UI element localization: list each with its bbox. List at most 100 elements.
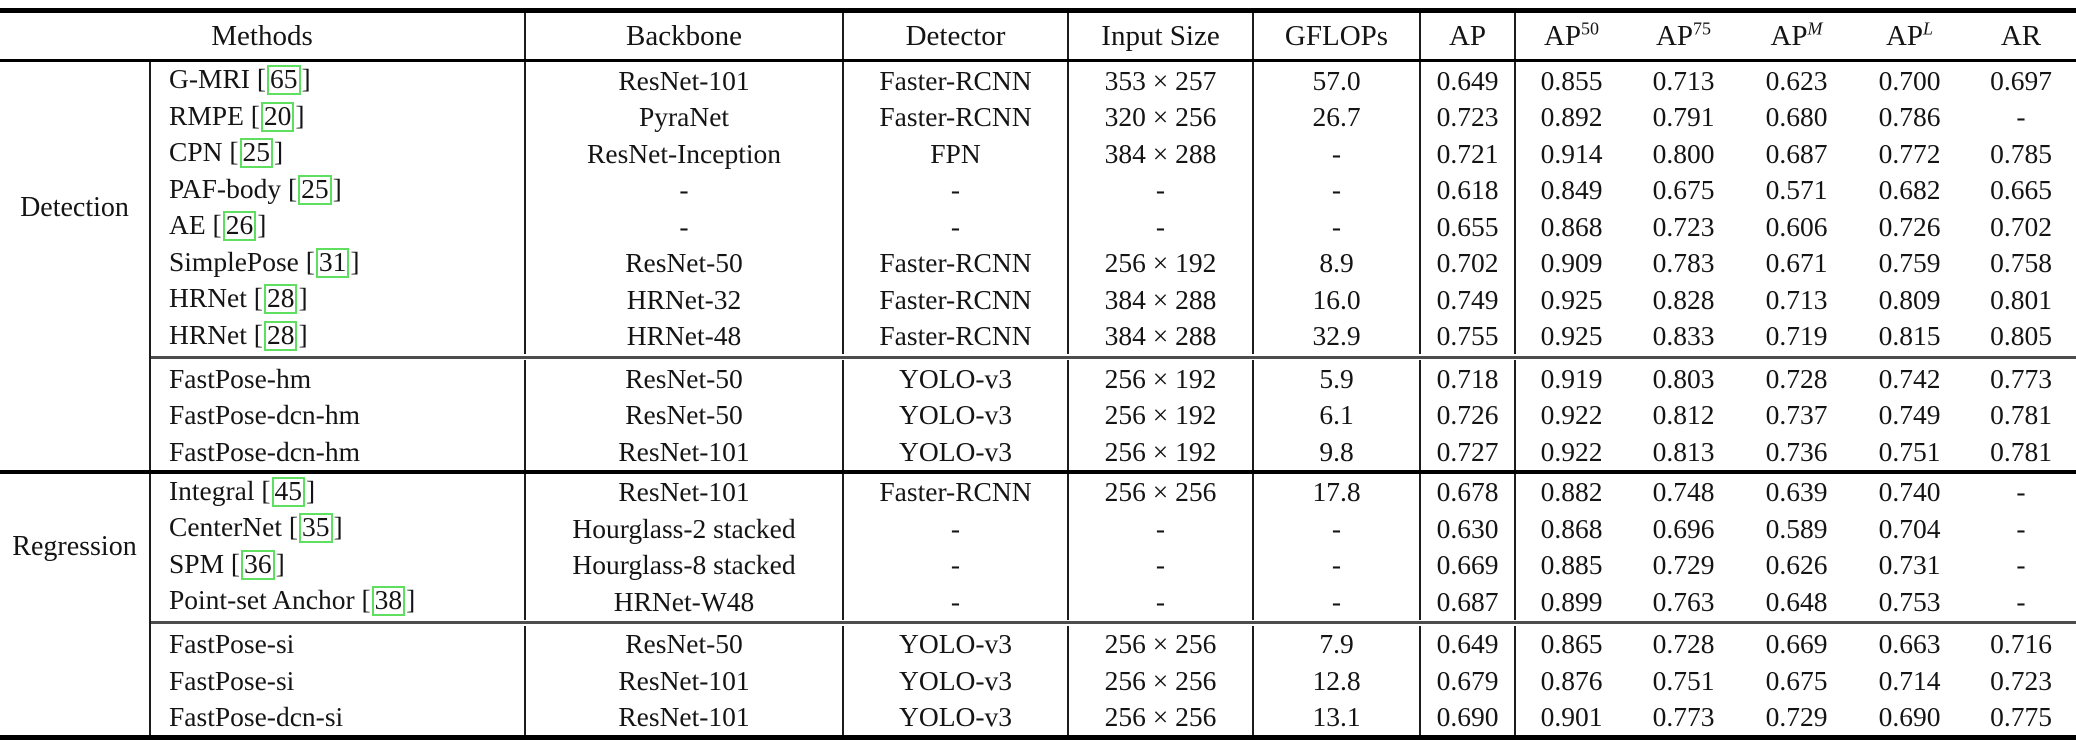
ap75-cell: 0.803 [1652,362,1715,394]
apm-cell: 0.687 [1765,137,1828,169]
citation-link[interactable]: 65 [267,65,301,96]
apm-cell: 0.571 [1765,174,1828,205]
backbone-cell: PyraNet [525,98,844,135]
ap-cell: 0.618 [1420,171,1516,208]
ap-cell: 0.630 [1420,510,1516,547]
ap-cell: 0.649 [1420,625,1516,662]
citation-link[interactable]: 20 [260,102,295,132]
apl-cell: 0.704 [1878,512,1941,544]
ap75-cell: 0.723 [1652,210,1715,242]
apm-cell: 0.729 [1765,701,1828,732]
col-header-detector: Detector [843,10,1069,62]
detector-cell: Faster-RCNN [843,317,1069,354]
backbone-cell: - [525,171,844,208]
method-cell: Integral [45] [150,473,526,510]
backbone-cell: Hourglass-8 stacked [525,546,844,583]
apl-cell: 0.751 [1878,435,1941,467]
apm-cell: 0.669 [1765,628,1828,659]
detector-cell: Faster-RCNN [843,473,1069,510]
backbone-cell: HRNet-W48 [525,583,844,620]
citation-link[interactable]: 38 [371,586,406,617]
gflops-cell: 6.1 [1253,396,1421,433]
col-header-superscript: L [1923,17,1934,38]
block-divider-rule [0,354,2076,360]
ar-cell: 0.723 [1990,664,2052,696]
ap50-cell: 0.925 [1540,283,1603,315]
header-row: Methods Backbone Detector Input Size GFLOPs A… [0,10,2076,62]
detector-cell: Faster-RCNN [843,281,1069,318]
block-divider-rule [0,619,2076,626]
gflops-cell: 7.9 [1253,625,1421,662]
input-size-cell: 353 × 257 [1068,60,1254,99]
citation-link[interactable]: 31 [315,248,350,278]
apl-cell: 0.731 [1878,549,1941,580]
gflops-cell: 9.8 [1253,433,1421,470]
detector-cell: YOLO-v3 [843,662,1069,699]
ap75-cell: 0.800 [1652,137,1715,169]
citation-link[interactable]: 28 [263,284,298,315]
ap50-cell: 0.882 [1540,476,1603,507]
apl-cell: 0.742 [1878,362,1941,394]
citation-link[interactable]: 25 [239,138,274,169]
input-size-cell: 384 × 288 [1068,281,1254,318]
table-row: CenterNet [35] Hourglass-2 stacked - - -0.63… [0,510,2076,547]
ar-cell: 0.665 [1990,174,2052,205]
table-row: FastPose-dcn-hm ResNet-101 YOLO-v3 256 × 19… [0,433,2076,470]
detector-cell: Faster-RCNN [843,60,1069,99]
section-label-spacer [0,360,151,470]
backbone-cell: ResNet-101 [525,433,844,470]
col-header-superscript: 50 [1581,17,1600,38]
ap75-cell: 0.791 [1652,101,1715,132]
apm-cell: 0.648 [1765,585,1828,617]
ap75-cell: 0.813 [1652,435,1715,467]
ap-cell: 0.749 [1420,281,1516,318]
backbone-cell: ResNet-101 [525,60,844,99]
detector-cell: Faster-RCNN [843,98,1069,135]
detector-cell: - [843,546,1069,583]
ap75-cell: 0.748 [1652,476,1715,507]
ar-cell: 0.702 [1990,210,2052,242]
input-size-cell: - [1068,546,1254,583]
input-size-cell: 256 × 192 [1068,433,1254,470]
ar-cell: 0.775 [1990,701,2052,732]
ar-cell: 0.716 [1990,628,2052,659]
method-cell: FastPose-dcn-si [150,698,526,738]
apm-cell: 0.606 [1765,210,1828,242]
backbone-cell: ResNet-Inception [525,135,844,172]
rule-line-cell [150,620,2076,626]
detector-cell: YOLO-v3 [843,396,1069,433]
ap75-cell: 0.729 [1652,549,1715,580]
citation-link[interactable]: 36 [241,550,275,580]
ap75-cell: 0.728 [1652,628,1715,659]
ap50-cell: 0.876 [1540,664,1603,696]
citation-link[interactable]: 25 [298,175,332,205]
table-header: Methods Backbone Detector Input Size GFLOPs A… [0,10,2076,62]
ap50-cell: 0.925 [1540,320,1603,351]
gflops-cell: - [1253,208,1421,245]
apl-cell: 0.759 [1878,247,1941,278]
ap50-cell: 0.868 [1540,210,1603,242]
citation-link[interactable]: 26 [222,211,257,242]
results-table: Methods Backbone Detector Input Size GFLOPs A… [0,8,2076,740]
backbone-cell: ResNet-101 [525,698,844,738]
table-row: Regression Integral [45] ResNet-101 Faster-… [0,473,2076,620]
partial-rule-line [151,621,2076,624]
table-row: HRNet [28] HRNet-32 Faster-RCNN 384 × 288 16… [0,281,2076,318]
method-cell: Point-set Anchor [38] [150,583,526,620]
ar-cell: 0.785 [1990,137,2052,169]
apm-cell: 0.623 [1765,64,1828,96]
input-size-cell: 256 × 192 [1068,396,1254,433]
ap50-cell: 0.914 [1540,137,1603,169]
citation-link[interactable]: 45 [271,477,306,507]
ar-cell: 0.758 [1990,247,2052,278]
apm-cell: 0.589 [1765,512,1828,544]
section-label-spacer [0,625,151,738]
citation-link[interactable]: 28 [263,321,298,351]
ap50-cell: 0.909 [1540,247,1603,278]
citation-link[interactable]: 35 [299,513,333,544]
method-cell: FastPose-si [150,625,526,662]
col-header-ap50: AP50 [1515,10,1627,62]
apm-cell: 0.713 [1765,283,1828,315]
ap50-cell: 0.885 [1540,549,1603,580]
ap75-cell: 0.812 [1652,399,1715,430]
